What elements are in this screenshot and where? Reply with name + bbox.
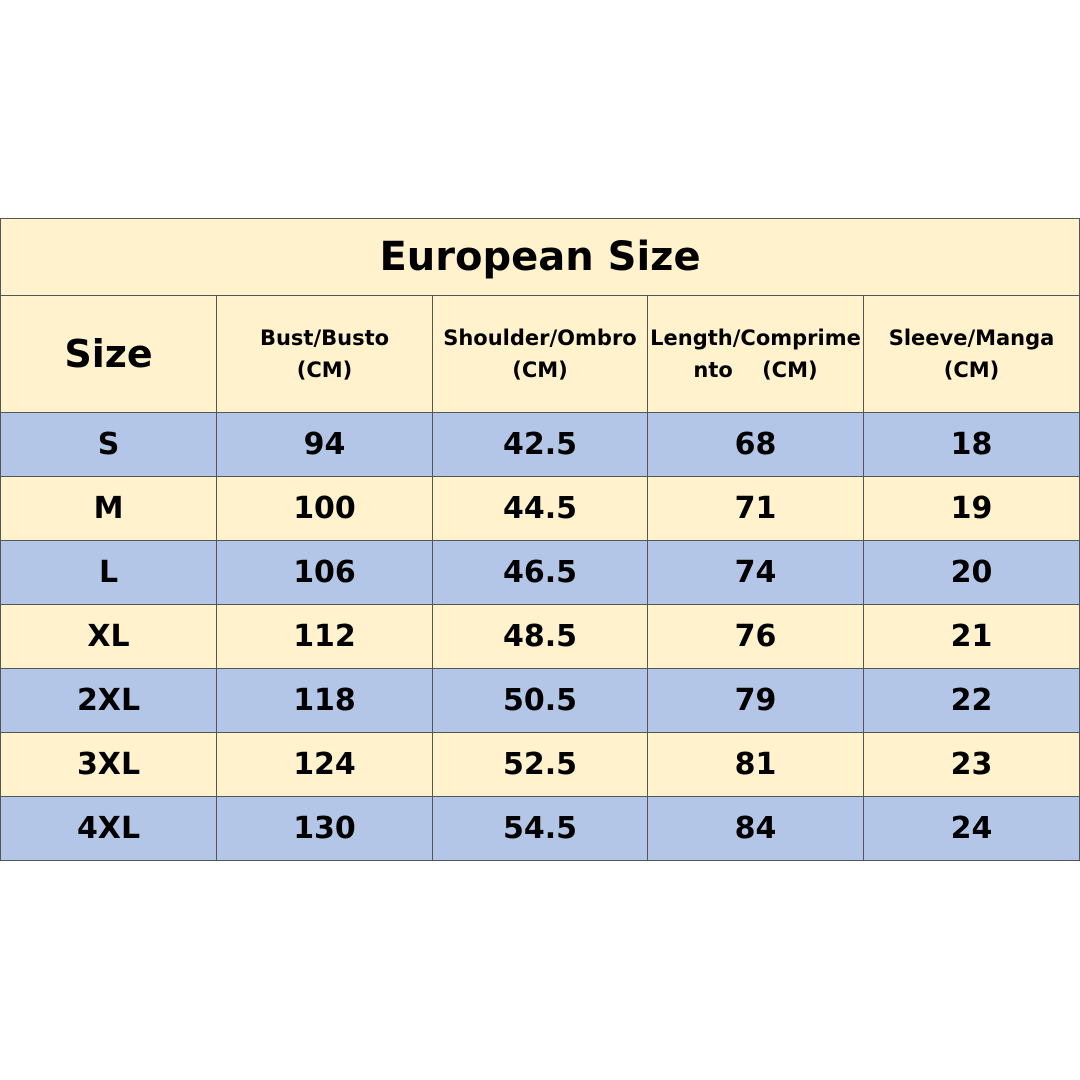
header-line: Bust/Busto bbox=[259, 326, 390, 350]
data-row: 3XL 124 52.5 81 23 bbox=[0, 732, 1080, 797]
measurement: 74 bbox=[647, 540, 864, 605]
column-header: Bust/Busto (CM) bbox=[216, 295, 433, 413]
size-label: L bbox=[0, 540, 217, 605]
header-line: nto (CM) bbox=[693, 358, 818, 382]
column-header: Sleeve/Manga (CM) bbox=[862, 295, 1080, 413]
measurement: 44.5 bbox=[432, 476, 648, 541]
data-row: XL 112 48.5 76 21 bbox=[0, 604, 1080, 669]
size-label: XL bbox=[0, 604, 217, 669]
measurement: 22 bbox=[862, 668, 1080, 733]
measurement: 20 bbox=[862, 540, 1080, 605]
measurement: 52.5 bbox=[432, 732, 648, 797]
header-line: Shoulder/Ombro bbox=[443, 326, 637, 350]
measurement: 46.5 bbox=[432, 540, 648, 605]
data-row: S 94 42.5 68 18 bbox=[0, 412, 1080, 477]
header-line: Length/Comprime bbox=[650, 326, 861, 350]
data-row: 2XL 118 50.5 79 22 bbox=[0, 668, 1080, 733]
size-label: 2XL bbox=[0, 668, 217, 733]
size-label: 4XL bbox=[0, 796, 217, 861]
measurement: 71 bbox=[647, 476, 864, 541]
column-header: Length/Comprime nto (CM) bbox=[647, 295, 864, 413]
size-label: M bbox=[0, 476, 217, 541]
header-row: Size Bust/Busto (CM) Shoulder/Ombro (CM) Len… bbox=[0, 295, 1080, 413]
measurement: 19 bbox=[862, 476, 1080, 541]
measurement: 112 bbox=[216, 604, 433, 669]
measurement: 84 bbox=[647, 796, 864, 861]
title-row: European Size bbox=[0, 218, 1080, 296]
measurement: 81 bbox=[647, 732, 864, 797]
size-label: S bbox=[0, 412, 217, 477]
measurement: 118 bbox=[216, 668, 433, 733]
measurement: 48.5 bbox=[432, 604, 648, 669]
measurement: 124 bbox=[216, 732, 433, 797]
measurement: 54.5 bbox=[432, 796, 648, 861]
header-line: (CM) bbox=[943, 358, 1000, 382]
measurement: 24 bbox=[862, 796, 1080, 861]
measurement: 100 bbox=[216, 476, 433, 541]
size-label: 3XL bbox=[0, 732, 217, 797]
measurement: 68 bbox=[647, 412, 864, 477]
measurement: 50.5 bbox=[432, 668, 648, 733]
measurement: 106 bbox=[216, 540, 433, 605]
header-line: Sleeve/Manga bbox=[888, 326, 1055, 350]
size-header: Size bbox=[0, 295, 217, 413]
measurement: 130 bbox=[216, 796, 433, 861]
measurement: 76 bbox=[647, 604, 864, 669]
data-row: M 100 44.5 71 19 bbox=[0, 476, 1080, 541]
header-line: (CM) bbox=[296, 358, 353, 382]
table-body: European Size Size Bust/Busto (CM) Shoulde… bbox=[0, 218, 1080, 861]
measurement: 42.5 bbox=[432, 412, 648, 477]
measurement: 21 bbox=[862, 604, 1080, 669]
measurement: 23 bbox=[862, 732, 1080, 797]
size-table: European Size Size Bust/Busto (CM) Shoulde… bbox=[0, 218, 1080, 861]
measurement: 94 bbox=[216, 412, 433, 477]
data-row: 4XL 130 54.5 84 24 bbox=[0, 796, 1080, 861]
column-header: Shoulder/Ombro (CM) bbox=[432, 295, 648, 413]
data-row: L 106 46.5 74 20 bbox=[0, 540, 1080, 605]
measurement: 18 bbox=[862, 412, 1080, 477]
table-title: European Size bbox=[0, 218, 1080, 296]
header-line: (CM) bbox=[512, 358, 568, 382]
measurement: 79 bbox=[647, 668, 864, 733]
